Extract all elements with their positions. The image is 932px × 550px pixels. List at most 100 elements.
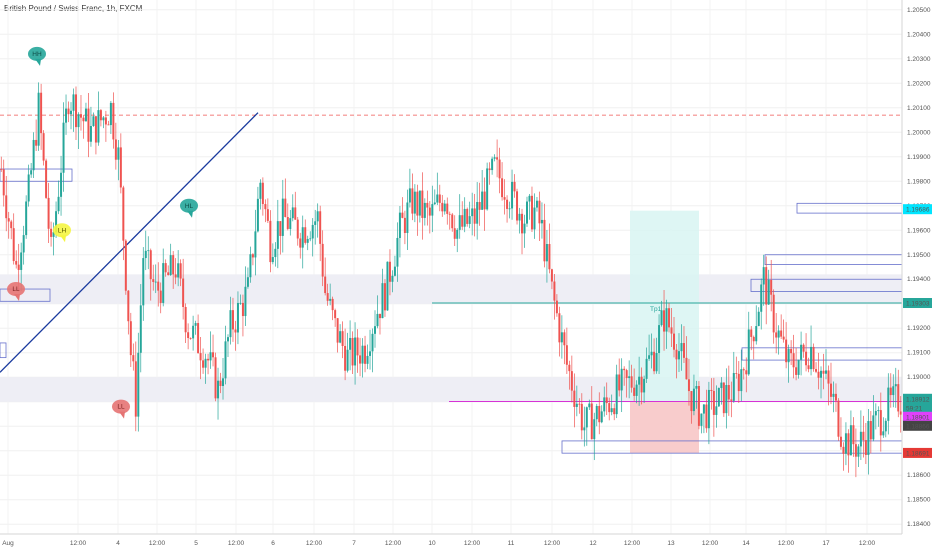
candle-body[interactable] bbox=[797, 359, 800, 375]
candle-body[interactable] bbox=[361, 345, 364, 364]
candle-body[interactable] bbox=[859, 431, 862, 447]
candle-body[interactable] bbox=[406, 202, 409, 234]
candle-body[interactable] bbox=[565, 345, 568, 365]
candle-body[interactable] bbox=[580, 403, 583, 431]
candle-body[interactable] bbox=[707, 389, 710, 429]
zone-box[interactable] bbox=[0, 342, 7, 359]
candle-body[interactable] bbox=[767, 279, 770, 305]
candle-body[interactable] bbox=[284, 198, 287, 218]
candle-body[interactable] bbox=[234, 329, 237, 333]
candle-body[interactable] bbox=[578, 403, 581, 405]
candle-body[interactable] bbox=[122, 187, 125, 241]
candle-body[interactable] bbox=[431, 204, 434, 216]
candle-body[interactable] bbox=[72, 94, 75, 111]
candle-body[interactable] bbox=[558, 313, 561, 343]
candle-body[interactable] bbox=[99, 110, 102, 121]
candle-body[interactable] bbox=[852, 425, 855, 445]
candle-body[interactable] bbox=[770, 279, 773, 295]
candle-body[interactable] bbox=[892, 386, 895, 396]
candle-body[interactable] bbox=[396, 237, 399, 267]
candle-body[interactable] bbox=[179, 263, 182, 279]
candle-body[interactable] bbox=[189, 338, 192, 339]
candle-body[interactable] bbox=[426, 202, 429, 208]
candle-body[interactable] bbox=[217, 380, 220, 399]
candle-body[interactable] bbox=[97, 110, 100, 143]
candle-body[interactable] bbox=[418, 190, 421, 216]
candle-body[interactable] bbox=[593, 419, 596, 440]
candle-body[interactable] bbox=[159, 290, 162, 303]
candle-body[interactable] bbox=[314, 221, 317, 225]
candle-body[interactable] bbox=[331, 298, 334, 311]
candle-body[interactable] bbox=[413, 191, 416, 214]
marker-bubble[interactable] bbox=[112, 399, 130, 414]
candle-body[interactable] bbox=[635, 384, 638, 396]
candle-body[interactable] bbox=[590, 403, 593, 440]
candle-body[interactable] bbox=[897, 384, 900, 412]
candle-body[interactable] bbox=[286, 217, 289, 229]
marker-bubble[interactable] bbox=[7, 282, 25, 297]
candle-body[interactable] bbox=[321, 243, 324, 277]
candle-body[interactable] bbox=[401, 212, 404, 218]
candle-body[interactable] bbox=[765, 267, 768, 305]
candle-body[interactable] bbox=[760, 284, 763, 312]
candle-body[interactable] bbox=[747, 329, 750, 375]
candle-body[interactable] bbox=[84, 108, 87, 122]
candle-body[interactable] bbox=[42, 133, 45, 161]
candle-body[interactable] bbox=[456, 229, 459, 239]
candle-body[interactable] bbox=[839, 436, 842, 447]
candle-body[interactable] bbox=[677, 351, 680, 360]
candle-body[interactable] bbox=[710, 389, 713, 391]
candle-body[interactable] bbox=[832, 393, 835, 397]
candle-body[interactable] bbox=[665, 308, 668, 332]
candle-body[interactable] bbox=[256, 198, 259, 232]
candle-body[interactable] bbox=[104, 117, 107, 125]
candle-body[interactable] bbox=[633, 387, 636, 396]
candle-body[interactable] bbox=[874, 411, 877, 416]
candle-body[interactable] bbox=[650, 351, 653, 356]
marker-bubble[interactable] bbox=[53, 223, 71, 238]
candle-body[interactable] bbox=[598, 405, 601, 423]
candle-body[interactable] bbox=[685, 357, 688, 380]
candle-body[interactable] bbox=[560, 332, 563, 343]
candle-body[interactable] bbox=[192, 325, 195, 339]
candle-body[interactable] bbox=[70, 110, 73, 115]
candle-body[interactable] bbox=[388, 261, 391, 282]
candle-body[interactable] bbox=[209, 352, 212, 361]
candle-body[interactable] bbox=[254, 231, 257, 258]
candle-body[interactable] bbox=[563, 332, 566, 346]
candle-body[interactable] bbox=[35, 139, 38, 146]
candle-body[interactable] bbox=[381, 283, 384, 319]
candle-body[interactable] bbox=[264, 204, 267, 210]
candle-body[interactable] bbox=[20, 252, 23, 270]
candle-body[interactable] bbox=[503, 197, 506, 200]
candle-body[interactable] bbox=[224, 341, 227, 379]
candle-body[interactable] bbox=[802, 344, 805, 352]
candle-body[interactable] bbox=[670, 327, 673, 334]
candle-body[interactable] bbox=[692, 388, 695, 412]
candle-body[interactable] bbox=[319, 211, 322, 244]
candle-body[interactable] bbox=[538, 200, 541, 224]
candle-body[interactable] bbox=[812, 346, 815, 370]
candle-body[interactable] bbox=[697, 386, 700, 426]
candle-body[interactable] bbox=[740, 369, 743, 392]
candle-body[interactable] bbox=[735, 373, 738, 374]
candle-body[interactable] bbox=[720, 382, 723, 389]
candle-body[interactable] bbox=[877, 410, 880, 412]
candle-body[interactable] bbox=[246, 277, 249, 287]
candle-body[interactable] bbox=[276, 221, 279, 249]
candle-body[interactable] bbox=[473, 208, 476, 224]
candle-body[interactable] bbox=[301, 227, 304, 248]
candle-body[interactable] bbox=[114, 139, 117, 160]
candle-body[interactable] bbox=[398, 212, 401, 238]
candle-body[interactable] bbox=[553, 281, 556, 301]
candle-body[interactable] bbox=[623, 368, 626, 371]
candle-body[interactable] bbox=[351, 337, 354, 366]
candle-body[interactable] bbox=[304, 227, 307, 243]
candle-body[interactable] bbox=[862, 431, 865, 441]
candle-body[interactable] bbox=[167, 272, 170, 276]
candle-body[interactable] bbox=[879, 410, 882, 436]
candle-body[interactable] bbox=[625, 370, 628, 379]
candle-body[interactable] bbox=[800, 344, 803, 360]
candle-body[interactable] bbox=[37, 92, 40, 146]
candle-body[interactable] bbox=[618, 374, 621, 391]
